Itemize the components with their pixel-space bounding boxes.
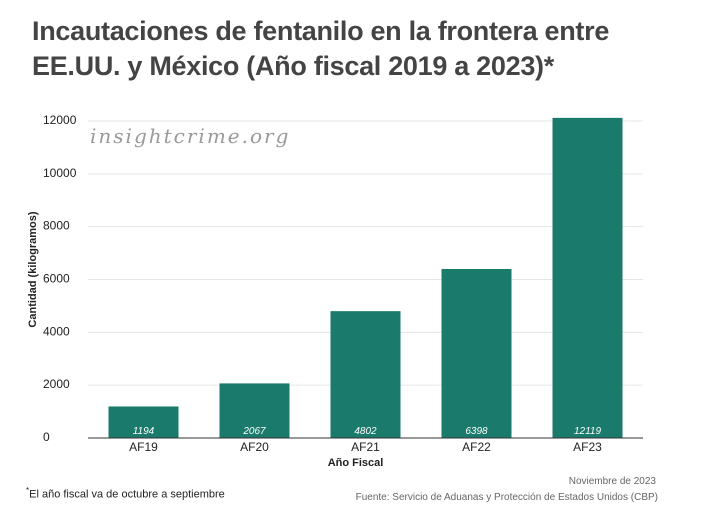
- data-label: 2067: [242, 426, 266, 437]
- y-tick-label: 4000: [43, 324, 70, 338]
- watermark-logo: insightcrime.org: [90, 124, 290, 148]
- bar-af19: [108, 406, 179, 438]
- bars: [108, 117, 623, 438]
- x-tick-label: AF22: [462, 440, 491, 454]
- bar-af21: [330, 311, 401, 438]
- bar-af20: [219, 383, 290, 438]
- y-tick-label: 12000: [43, 113, 77, 127]
- data-labels: 1194 2067 4802 6398 12119: [133, 426, 602, 437]
- y-axis-ticks: 0 2000 4000 6000 8000 10000 12000: [43, 113, 77, 444]
- footnote: *El año fiscal va de octubre a septiembr…: [26, 486, 225, 501]
- y-axis-title: Cantidad (kilogramos): [27, 211, 39, 327]
- publication-date: Noviembre de 2023: [568, 476, 656, 487]
- y-tick-label: 2000: [43, 377, 70, 391]
- source-note: Fuente: Servicio de Aduanas y Protección…: [355, 492, 658, 503]
- y-tick-label: 10000: [43, 166, 77, 180]
- x-tick-label: AF23: [573, 440, 602, 454]
- bar-af22: [441, 268, 512, 438]
- x-tick-label: AF20: [240, 440, 269, 454]
- footnote-mark: *: [26, 486, 30, 495]
- y-tick-label: 6000: [43, 272, 70, 286]
- x-axis-ticks: AF19 AF20 AF21 AF22 AF23: [129, 440, 602, 454]
- data-label: 12119: [574, 426, 602, 437]
- y-tick-label: 8000: [43, 219, 70, 233]
- data-label: 6398: [465, 426, 488, 437]
- x-axis-title: Año Fiscal: [328, 457, 384, 469]
- y-tick-label: 0: [43, 430, 50, 444]
- x-tick-label: AF21: [351, 440, 380, 454]
- data-label: 4802: [354, 426, 377, 437]
- footnote-text: El año fiscal va de octubre a septiembre: [29, 488, 225, 501]
- chart-title: Incautaciones de fentanilo en la fronter…: [32, 16, 610, 81]
- data-label: 1194: [133, 426, 155, 437]
- x-tick-label: AF19: [129, 440, 158, 454]
- bar-af23: [552, 117, 623, 438]
